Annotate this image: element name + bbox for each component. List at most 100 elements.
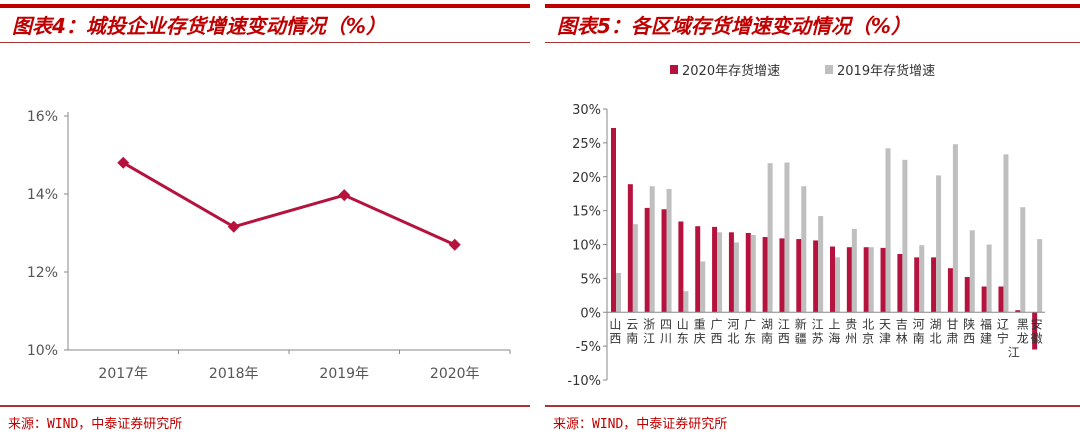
- bar-2020: [762, 237, 768, 313]
- bar-2020: [678, 221, 684, 313]
- bar-2019: [801, 186, 807, 313]
- bar-2020: [745, 232, 751, 313]
- bar-2020: [880, 247, 886, 313]
- bar-2019: [717, 232, 723, 313]
- bar-2019: [818, 216, 824, 313]
- bar-2020: [644, 207, 650, 313]
- divider: [0, 42, 530, 43]
- bar-2019: [986, 244, 992, 313]
- bar-2020: [998, 286, 1004, 313]
- top-bar: [0, 4, 530, 8]
- chart-title: 图表4：城投企业存货增速变动情况（%）: [12, 14, 386, 38]
- y-tick-label: 14%: [27, 187, 58, 203]
- legend-label: 2019年存货增速: [837, 63, 935, 79]
- y-tick-label: 25%: [572, 137, 601, 152]
- bar-2020: [728, 232, 734, 313]
- bar-2019: [936, 175, 942, 313]
- y-tick-label: 15%: [572, 205, 601, 220]
- bar-2019: [683, 291, 689, 313]
- x-tick-label: 辽宁: [997, 317, 1009, 345]
- bar-2019: [952, 144, 958, 313]
- bar-2019: [1037, 239, 1043, 313]
- bar-2019: [666, 188, 672, 313]
- x-tick-label: 河南: [913, 317, 925, 345]
- bar-2019: [885, 148, 891, 313]
- bar-2019: [1003, 154, 1009, 313]
- x-tick-label: 甘肃: [946, 317, 958, 345]
- right-panel: 图表5：各区域存货增速变动情况（%） -10% -5% 0% 5% 10% 15% 20% 2…: [545, 0, 1080, 436]
- x-tick-label: 山东: [677, 317, 689, 345]
- bar-2020: [947, 268, 953, 313]
- bar-2020: [830, 246, 835, 313]
- bar-2019: [1020, 207, 1026, 313]
- y-tick-label: 12%: [27, 265, 58, 281]
- x-tick-label: 山西: [609, 317, 621, 345]
- bar-2020: [695, 226, 701, 313]
- line-chart: 10% 12% 14% 16% 2017年 2018年 2019年 2020年: [27, 109, 511, 382]
- y-tick-label: 10%: [572, 239, 601, 254]
- bar-2020: [796, 239, 802, 313]
- y-tick-label: 0%: [580, 306, 601, 321]
- x-tick-label: 2018年: [209, 366, 259, 382]
- bar-2019: [700, 261, 706, 313]
- bar-2020: [914, 257, 920, 313]
- y-tick-label: -10%: [567, 374, 601, 389]
- divider: [0, 405, 530, 407]
- divider: [545, 405, 1080, 407]
- bar-2019: [902, 159, 908, 313]
- x-tick-label: 陕西: [963, 316, 975, 345]
- bar-2019: [767, 163, 773, 313]
- legend-label: 2020年存货增速: [682, 63, 780, 79]
- x-tick-label: 吉林: [896, 317, 908, 345]
- x-tick-label: 广西: [710, 317, 722, 345]
- chart-title: 图表5：各区域存货增速变动情况（%）: [557, 14, 911, 38]
- bar-2019: [969, 230, 975, 313]
- x-tick-label: 北京: [862, 317, 874, 345]
- x-tick-label: 重庆: [694, 317, 706, 345]
- bar-2019: [649, 186, 655, 313]
- y-tick-label: 30%: [572, 103, 601, 118]
- x-tick-label: 2020年: [430, 366, 480, 382]
- source-note: 来源：WIND，中泰证券研究所: [553, 417, 728, 432]
- x-tick-label: 天津: [879, 317, 891, 345]
- legend-swatch: [670, 65, 678, 74]
- bar-2019: [616, 272, 621, 313]
- top-bar: [545, 4, 1080, 8]
- y-tick-label: 10%: [27, 343, 58, 359]
- x-tick-label: 贵州: [845, 317, 857, 345]
- bar-2020: [1015, 310, 1021, 313]
- x-tick-label: 2019年: [319, 366, 369, 382]
- x-tick-label: 湖北: [929, 316, 941, 345]
- x-tick-label: 新疆: [795, 316, 807, 345]
- bar-2019: [784, 162, 790, 313]
- bar-2019: [868, 247, 874, 313]
- bar-2020: [897, 253, 903, 313]
- x-tick-label: 福建: [980, 316, 992, 345]
- data-point: [117, 156, 130, 169]
- bar-2020: [661, 209, 667, 313]
- data-point: [227, 220, 240, 233]
- bar-2020: [981, 286, 987, 313]
- bar-chart: -10% -5% 0% 5% 10% 15% 20% 25% 30% 山西云南浙江四川山东重庆广西…: [567, 63, 1045, 389]
- x-tick-label: 广东: [744, 317, 756, 345]
- bar-2020: [846, 247, 852, 313]
- bar-2019: [632, 224, 638, 313]
- x-tick-label: 上海: [828, 317, 840, 345]
- bar-2019: [851, 228, 857, 313]
- left-panel: 图表4：城投企业存货增速变动情况（%） 10% 12% 14% 16% 2017年 201…: [0, 0, 530, 436]
- x-tick-label: 河北: [727, 317, 739, 345]
- bar-2020: [627, 184, 633, 313]
- x-tick-label: 安徽: [1031, 316, 1043, 345]
- data-point: [338, 189, 351, 202]
- y-tick-label: 20%: [572, 171, 601, 186]
- bar-2019: [919, 245, 925, 313]
- y-tick-label: 5%: [580, 272, 601, 287]
- x-tick-label: 江苏: [812, 317, 824, 345]
- x-tick-label: 黑龙江: [1008, 317, 1029, 359]
- y-tick-label: 16%: [27, 109, 58, 125]
- bar-2020: [813, 240, 819, 313]
- bar-2020: [964, 277, 970, 313]
- bar-2020: [863, 247, 869, 313]
- series-line: [122, 161, 456, 247]
- x-tick-label: 浙江: [643, 317, 655, 345]
